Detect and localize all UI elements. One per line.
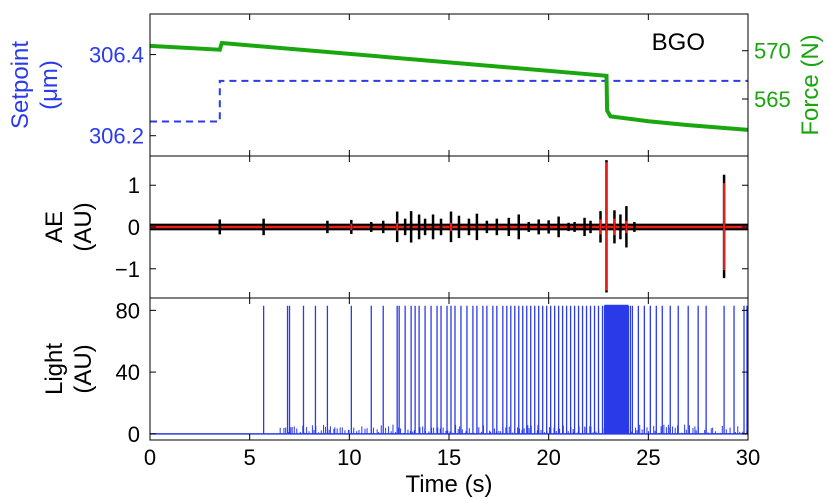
x-tick-label: 10	[337, 445, 361, 470]
light-tick-label: 40	[116, 360, 140, 385]
x-tick-label: 25	[636, 445, 660, 470]
x-axis-label: Time (s)	[405, 471, 492, 498]
setpoint-ylabel-line2: (μm)	[36, 60, 63, 110]
x-tick-label: 0	[144, 445, 156, 470]
ae-tick-label: 1	[128, 173, 140, 198]
ae-ylabel-line2: (AU)	[70, 202, 97, 251]
x-tick-label: 30	[736, 445, 760, 470]
light-tick-label: 0	[128, 422, 140, 447]
ae-tick-label: −1	[115, 257, 140, 282]
light-tick-label: 80	[116, 298, 140, 323]
ae-ticks: −1 0 1	[115, 173, 748, 282]
setpoint-tick-label: 306.4	[89, 43, 144, 68]
setpoint-ylabel-line1: Setpoint	[7, 41, 34, 129]
light-frame	[149, 297, 749, 441]
light-panel: 0 40 80 Light (AU)	[41, 297, 749, 447]
light-ylabel-line2: (AU)	[70, 344, 97, 393]
light-ylabel-line1: Light	[41, 343, 68, 395]
setpoint-force-panel: 306.2 306.4 565 570 BGO Setpoint (μm) Force…	[7, 13, 824, 157]
setpoint-tick-label: 306.2	[89, 124, 144, 149]
ae-baseline-red	[150, 225, 748, 229]
x-axis: 0 5 10 15 20 25 30	[144, 14, 760, 470]
ae-tick-label: 0	[128, 215, 140, 240]
force-ylabel: Force (N)	[797, 34, 824, 135]
sample-annotation: BGO	[652, 29, 705, 56]
light-ticks: 0 40 80	[116, 298, 748, 447]
x-tick-label: 20	[536, 445, 560, 470]
force-tick-label: 570	[754, 39, 791, 64]
ae-panel: −1 0 1 AE (AU)	[41, 155, 749, 299]
ae-ylabel-line1: AE	[41, 211, 68, 243]
x-tick-label: 15	[437, 445, 461, 470]
setpoint-series-line	[150, 79, 748, 123]
force-tick-label: 565	[754, 87, 791, 112]
force-series-line	[149, 40, 749, 132]
x-tick-label: 5	[244, 445, 256, 470]
setpoint-force-ticks: 306.2 306.4 565 570	[89, 39, 791, 149]
